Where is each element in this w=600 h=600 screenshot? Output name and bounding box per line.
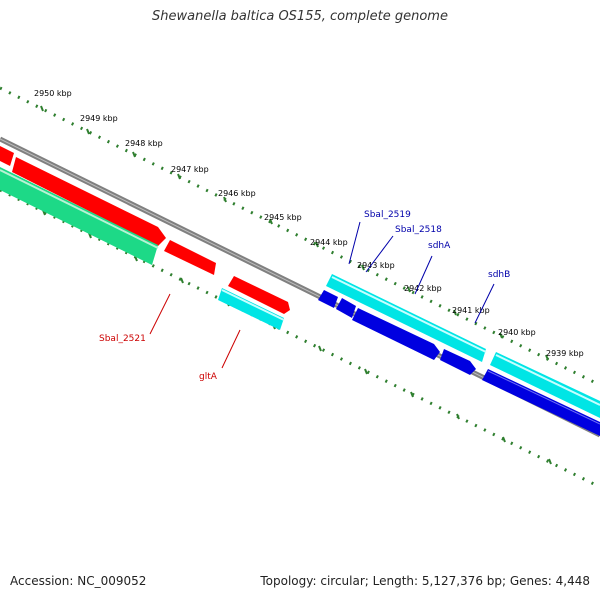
leader-sdha [414, 255, 433, 295]
gene-feature [318, 290, 338, 308]
gene-labels: Sbal_2521 gltA Sbal_2519 Sbal_2518 sdhA … [99, 210, 510, 382]
leader-sbal-2518 [365, 235, 394, 273]
gene-label-sbal-2518: Sbal_2518 [395, 225, 442, 235]
accession-text: Accession: NC_009052 [10, 574, 147, 588]
tick-label: 2949 kbp [80, 114, 118, 123]
gene-label-sdha: sdhA [428, 241, 451, 251]
gene-feature [336, 298, 356, 318]
label-leaders [149, 221, 495, 369]
cds-feature [12, 157, 166, 246]
gene-label-sbal-2521: Sbal_2521 [99, 334, 146, 344]
tick-label: 2946 kbp [218, 189, 256, 198]
tick-label: 2945 kbp [264, 213, 302, 222]
blue-gene-features [318, 290, 600, 436]
genome-summary-text: Topology: circular; Length: 5,127,376 bp… [260, 574, 590, 588]
rna-feature [326, 274, 486, 362]
cyan-features-right [326, 274, 600, 418]
outer-major-ticks [40, 105, 549, 361]
tick-label: 2943 kbp [357, 261, 395, 270]
tick-label: 2948 kbp [125, 139, 163, 148]
leader-sbal-2521 [149, 293, 171, 335]
gene-label-sbal-2519: Sbal_2519 [364, 210, 411, 220]
gene-feature [482, 369, 600, 436]
inner-tick-ring [0, 188, 600, 489]
gene-feature [352, 308, 440, 360]
cds-feature [228, 276, 290, 314]
map-title: Shewanella baltica OS155, complete genom… [152, 9, 448, 24]
tick-label: 2939 kbp [546, 349, 584, 358]
leader-glta [221, 329, 241, 369]
rna-feature [490, 352, 600, 418]
outer-tick-ring [0, 86, 600, 387]
tick-label: 2950 kbp [34, 89, 72, 98]
scale-labels: 2950 kbp 2949 kbp 2948 kbp 2947 kbp 2946… [34, 89, 584, 358]
green-features [0, 167, 159, 265]
leader-sdhb [474, 283, 495, 324]
cds-feature [164, 240, 216, 275]
tick-label: 2941 kbp [452, 306, 490, 315]
inner-major-ticks [42, 209, 552, 465]
cds-feature [0, 146, 14, 166]
leader-sbal-2519 [348, 221, 361, 265]
green-feature [0, 167, 158, 265]
tick-label: 2947 kbp [171, 165, 209, 174]
cyan-features-left [218, 288, 285, 330]
gene-label-sdhb: sdhB [488, 270, 510, 280]
tick-label: 2944 kbp [310, 238, 348, 247]
tick-label: 2942 kbp [404, 284, 442, 293]
gene-label-glta: gltA [199, 372, 218, 382]
gene-feature [440, 349, 476, 375]
forward-cds-features [0, 146, 290, 314]
tick-label: 2940 kbp [498, 328, 536, 337]
rna-feature [218, 288, 284, 330]
